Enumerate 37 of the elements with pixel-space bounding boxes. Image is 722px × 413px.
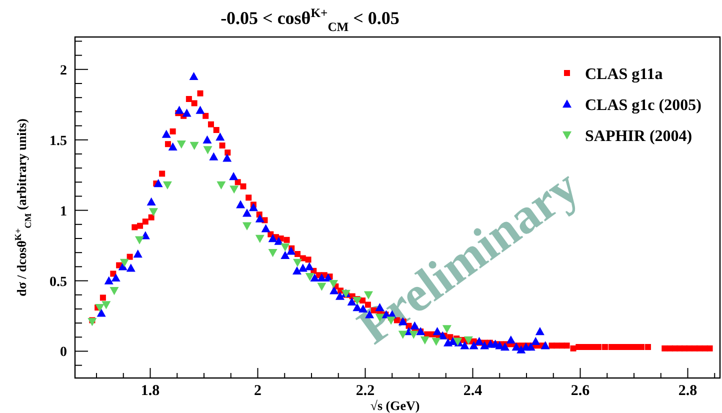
y-tick-label: 1 bbox=[60, 204, 67, 220]
point bbox=[255, 234, 264, 243]
point bbox=[120, 258, 129, 267]
x-tick-label: 2.8 bbox=[678, 383, 698, 399]
point bbox=[268, 248, 278, 258]
point bbox=[293, 258, 302, 267]
legend-label: CLAS g1c (2005) bbox=[585, 97, 702, 114]
point bbox=[176, 140, 186, 149]
chart-title: -0.05 < cosθ$^{K+}$$_{CM}$ < 0.05 bbox=[220, 6, 400, 34]
point bbox=[135, 236, 144, 244]
point bbox=[88, 318, 97, 326]
x-tick-label: 2.4 bbox=[463, 383, 483, 399]
point bbox=[329, 280, 338, 288]
x-tick-label: 2.6 bbox=[570, 383, 590, 399]
point bbox=[190, 142, 199, 150]
point bbox=[280, 243, 290, 252]
point bbox=[203, 146, 212, 154]
point bbox=[162, 181, 172, 190]
point bbox=[216, 181, 226, 190]
point bbox=[230, 186, 239, 194]
x-tick-label: 2.2 bbox=[356, 383, 375, 399]
point bbox=[110, 287, 119, 296]
y-tick-label: 2 bbox=[60, 63, 67, 78]
point bbox=[305, 272, 314, 282]
point bbox=[95, 304, 104, 312]
point bbox=[317, 282, 326, 291]
legend-label: CLAS g11a bbox=[585, 66, 663, 83]
y-tick-label: 0.5 bbox=[50, 274, 67, 290]
point bbox=[148, 208, 158, 216]
x-tick-label: 1.8 bbox=[140, 383, 160, 399]
legend-label: SAPHIR (2004) bbox=[585, 128, 692, 145]
y-tick-label: 0 bbox=[60, 345, 67, 360]
point bbox=[102, 301, 111, 310]
x-axis-title: √s (GeV) bbox=[370, 398, 420, 413]
x-tick-label: 2 bbox=[254, 383, 262, 399]
point bbox=[242, 222, 252, 230]
y-tick-label: 1.5 bbox=[50, 134, 67, 149]
